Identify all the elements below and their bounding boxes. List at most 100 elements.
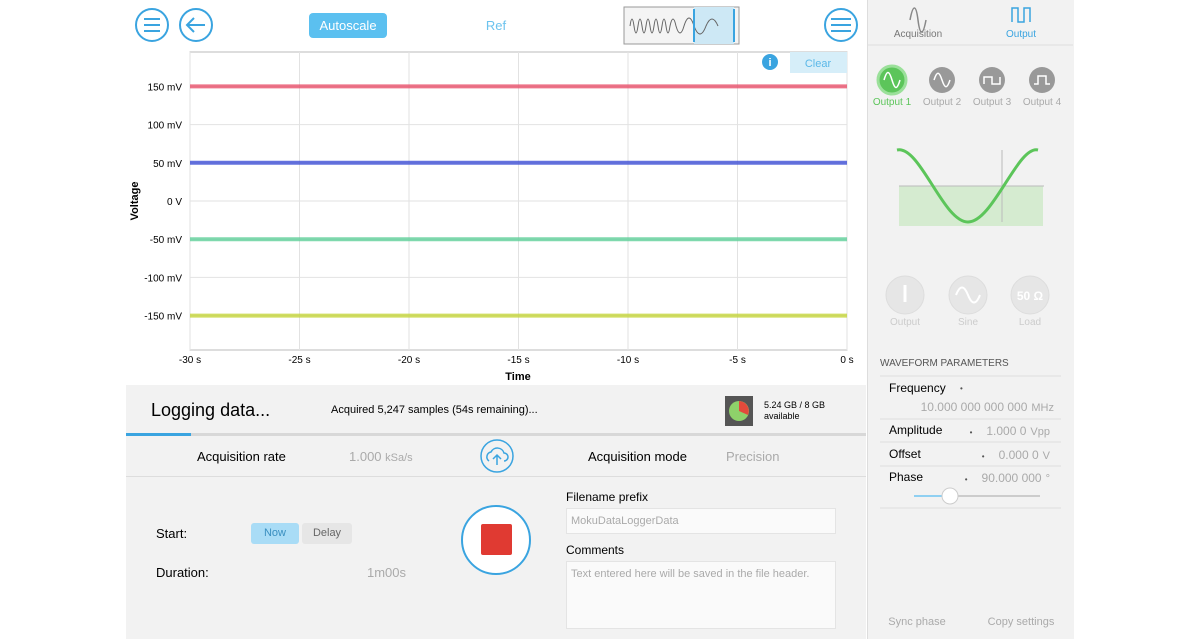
clear-label: Clear xyxy=(805,58,832,70)
status-title: Logging data... xyxy=(151,400,271,420)
phase-slider-thumb[interactable] xyxy=(941,487,959,505)
tab-label[interactable]: Acquisition xyxy=(893,29,943,40)
param-label: Offset xyxy=(889,447,921,461)
load-toggle[interactable] xyxy=(1010,275,1050,315)
overview-trace xyxy=(629,17,719,35)
tab-label[interactable]: Output xyxy=(1005,29,1037,40)
param-dot: • xyxy=(964,475,968,484)
ref-label[interactable]: Ref xyxy=(486,18,507,33)
start-now[interactable]: Now xyxy=(251,523,299,544)
output-label[interactable]: Output 4 xyxy=(1022,97,1062,108)
filename-label: Filename prefix xyxy=(566,490,649,504)
x-tick-label: -25 s xyxy=(288,355,310,366)
sine-glyph xyxy=(933,72,951,88)
x-tick-label: -20 s xyxy=(398,355,420,366)
param-unit: V xyxy=(1042,450,1050,462)
footer-action[interactable]: Copy settings xyxy=(987,616,1055,628)
param-label: Frequency xyxy=(889,381,946,395)
comments-label: Comments xyxy=(566,543,625,557)
toggle-label: Sine xyxy=(957,317,978,328)
output-label[interactable]: Output 2 xyxy=(922,97,962,108)
y-axis-label: Voltage xyxy=(129,182,141,221)
section-title: WAVEFORM PARAMETERS xyxy=(880,358,1009,369)
x-tick-label: -15 s xyxy=(507,355,529,366)
storage-icon xyxy=(725,396,753,426)
output-label[interactable]: Output 3 xyxy=(972,97,1012,108)
param-value[interactable]: 10.000 000 000 000 MHz xyxy=(921,400,1054,414)
autoscale-button[interactable] xyxy=(309,13,387,38)
sine-glyph xyxy=(955,286,981,304)
start-label: Start: xyxy=(156,526,188,541)
autoscale-label: Autoscale xyxy=(319,18,376,33)
x-tick-label: -10 s xyxy=(617,355,639,366)
param-dot: • xyxy=(960,384,963,393)
param-unit: Vpp xyxy=(1030,426,1050,438)
footer-action[interactable]: Sync phase xyxy=(888,616,946,628)
param-value: 10.000 000 000 000 xyxy=(920,400,1028,414)
info-icon[interactable] xyxy=(762,54,778,70)
output-icon xyxy=(1011,7,1031,23)
rate-label: Acquisition rate xyxy=(197,449,286,464)
divider xyxy=(126,476,866,477)
y-tick-label: -50 mV xyxy=(150,235,183,246)
sine-glyph xyxy=(883,71,901,89)
mode-label: Acquisition mode xyxy=(588,449,687,464)
param-unit: MHz xyxy=(1031,402,1054,414)
param-dot: • xyxy=(969,428,973,437)
rate-number: 1.000 xyxy=(349,449,382,464)
stop-button[interactable] xyxy=(460,504,532,576)
storage-note: available xyxy=(764,411,800,421)
toolbar-icons xyxy=(135,8,858,42)
output-4-button[interactable] xyxy=(1029,67,1055,93)
param-unit: ° xyxy=(1045,473,1050,485)
side-graphics: 50 Ω xyxy=(868,7,1073,509)
info-glyph: i xyxy=(768,57,771,69)
progress-track xyxy=(126,433,866,436)
x-tick-label: -30 s xyxy=(179,355,201,366)
storage-size: 5.24 GB / 8 GB xyxy=(764,400,826,410)
clear-button[interactable] xyxy=(790,52,847,73)
upload-button[interactable] xyxy=(479,438,515,474)
side-panel xyxy=(867,0,1074,639)
square-glyph xyxy=(983,76,1001,85)
waveform-preview xyxy=(896,148,1039,224)
y-tick-label: -100 mV xyxy=(144,273,182,284)
overview-window xyxy=(694,7,734,44)
waveform-fill xyxy=(899,186,1043,226)
param-value: 90.000 000 xyxy=(981,471,1042,485)
param-value: 1.000 0 xyxy=(986,424,1027,438)
filename-input[interactable]: MokuDataLoggerData xyxy=(566,508,836,534)
acquisition-icon xyxy=(909,7,927,33)
param-value[interactable]: • 90.000 000 ° xyxy=(965,471,1050,485)
x-tick-label: 0 s xyxy=(840,355,853,366)
load-glyph: 50 Ω xyxy=(1017,289,1044,303)
y-tick-label: -150 mV xyxy=(144,312,182,323)
y-tick-label: 50 mV xyxy=(153,159,182,170)
pulse-glyph xyxy=(1034,75,1050,85)
y-tick-label: 150 mV xyxy=(148,82,183,93)
plot: Autoscale Ref i Clear Time Voltage 150 m… xyxy=(129,6,858,383)
duration-label: Duration: xyxy=(156,565,209,580)
status-progress: Acquired 5,247 samples (54s remaining)..… xyxy=(331,404,538,416)
start-delay[interactable]: Delay xyxy=(302,523,352,544)
x-tick-label: -5 s xyxy=(729,355,746,366)
param-value: 0.000 0 xyxy=(998,448,1039,462)
param-label: Phase xyxy=(889,470,924,484)
rate-unit: kSa/s xyxy=(385,452,413,464)
mode-value[interactable]: Precision xyxy=(726,449,780,464)
duration-value[interactable]: 1m00s xyxy=(367,565,407,580)
comments-input[interactable]: Text entered here will be saved in the f… xyxy=(566,561,836,629)
x-axis-label: Time xyxy=(505,371,530,383)
param-dot: • xyxy=(981,452,985,461)
output-label[interactable]: Output 1 xyxy=(872,97,912,108)
toggle-label: Output xyxy=(889,317,921,328)
y-tick-label: 0 V xyxy=(167,197,182,208)
y-tick-label: 100 mV xyxy=(148,121,183,132)
toggle-label: Load xyxy=(1018,317,1042,328)
param-label: Amplitude xyxy=(889,423,943,437)
param-value[interactable]: • 1.000 0 Vpp xyxy=(970,424,1050,438)
progress-bar xyxy=(126,433,191,436)
rate-value[interactable]: 1.000 kSa/s xyxy=(349,449,413,464)
